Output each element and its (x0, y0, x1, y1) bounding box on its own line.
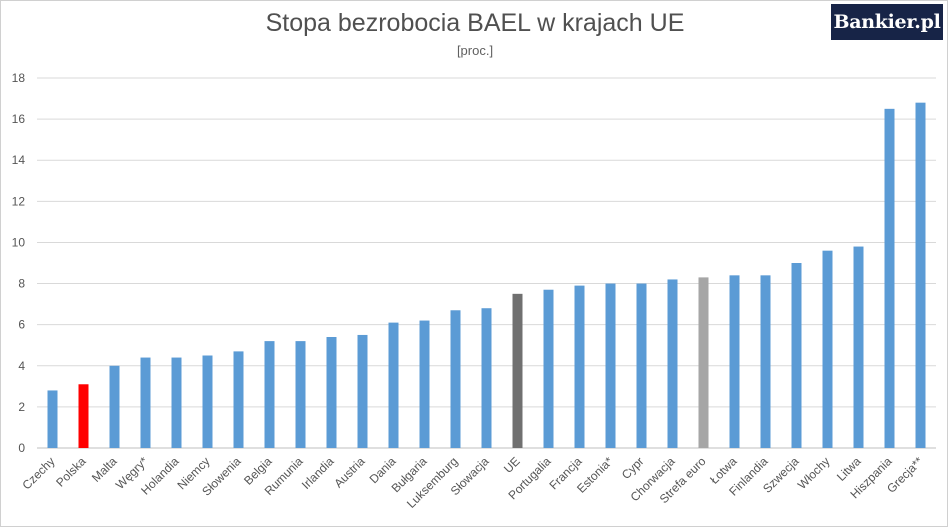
bar (264, 341, 275, 448)
bar (109, 365, 120, 448)
bar (326, 337, 337, 448)
x-tick-label: UE (501, 454, 523, 476)
bar (884, 108, 895, 448)
bar (822, 250, 833, 448)
bar (915, 102, 926, 449)
bar (636, 283, 647, 448)
chart-subtitle: [proc.] (456, 43, 494, 58)
bar (605, 283, 616, 448)
bar (47, 390, 58, 448)
x-tick-label: Włochy (795, 454, 833, 492)
y-tick-label: 8 (18, 277, 25, 291)
bankier-logo: Bankier.pl (831, 4, 943, 40)
bars (47, 102, 926, 449)
bar (667, 279, 678, 448)
bar (760, 275, 771, 448)
bar (791, 263, 802, 448)
bar (543, 289, 554, 448)
y-tick-label: 18 (12, 71, 26, 85)
bar (419, 320, 430, 448)
bar (574, 285, 585, 448)
y-axis-ticks: 0 2 4 6 8 10 12 14 16 18 (12, 71, 26, 455)
bar (233, 351, 244, 448)
y-tick-label: 0 (18, 441, 25, 455)
bar (450, 310, 461, 448)
bar (78, 384, 89, 448)
x-tick-label: Irlandia (299, 454, 337, 492)
y-tick-label: 6 (18, 318, 25, 332)
bar (171, 357, 182, 448)
y-tick-label: 2 (18, 400, 25, 414)
bar (388, 322, 399, 448)
bar (140, 357, 151, 448)
bar (853, 246, 864, 448)
bar (295, 341, 306, 448)
x-tick-label: Czechy (19, 454, 57, 492)
y-tick-label: 12 (12, 194, 26, 208)
bar (202, 355, 213, 448)
chart-title: Stopa bezrobocia BAEL w krajach UE (265, 9, 685, 37)
x-tick-label: Cypr (619, 454, 647, 482)
x-tick-label: Austria (331, 454, 368, 491)
y-tick-label: 10 (12, 235, 26, 249)
y-tick-label: 16 (12, 112, 26, 126)
x-tick-label: Polska (53, 454, 89, 490)
bar (512, 293, 523, 448)
bar (729, 275, 740, 448)
bar (698, 277, 709, 448)
bar (357, 334, 368, 448)
y-tick-label: 4 (18, 359, 25, 373)
bar (481, 308, 492, 448)
y-tick-label: 14 (12, 153, 26, 167)
